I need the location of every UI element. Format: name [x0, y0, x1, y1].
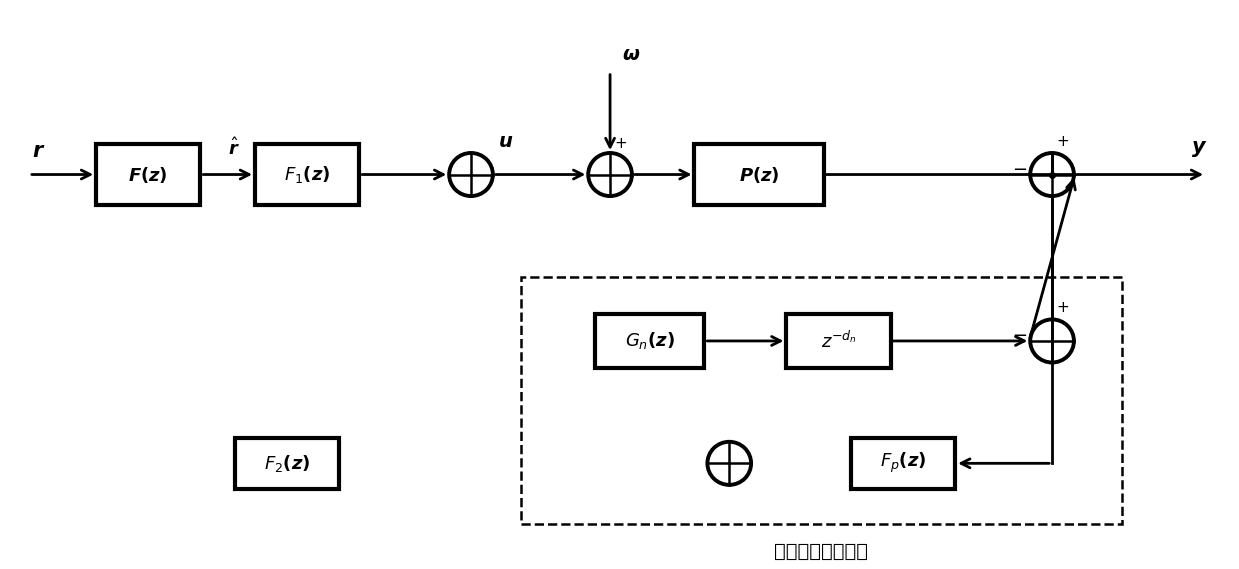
FancyBboxPatch shape	[695, 144, 824, 205]
Text: 滤波史密斯预估器: 滤波史密斯预估器	[774, 542, 869, 560]
Text: $z^{-d_n}$: $z^{-d_n}$	[820, 331, 856, 352]
FancyBboxPatch shape	[787, 314, 891, 368]
Bar	[520, 277, 1121, 524]
Text: $\boldsymbol{F_1(z)}$: $\boldsymbol{F_1(z)}$	[284, 164, 331, 185]
Text: +: +	[1057, 134, 1069, 149]
Text: −: −	[1012, 160, 1027, 179]
Text: +: +	[615, 136, 627, 151]
Text: $\boldsymbol{F(z)}$: $\boldsymbol{F(z)}$	[129, 164, 169, 184]
Text: $\boldsymbol{u}$: $\boldsymbol{u}$	[498, 132, 513, 151]
Text: $\hat{\boldsymbol{r}}$: $\hat{\boldsymbol{r}}$	[228, 137, 239, 159]
FancyBboxPatch shape	[851, 438, 955, 489]
FancyBboxPatch shape	[235, 438, 339, 489]
Text: $\boldsymbol{F_2(z)}$: $\boldsymbol{F_2(z)}$	[264, 453, 311, 474]
Text: $\boldsymbol{G_n(z)}$: $\boldsymbol{G_n(z)}$	[624, 331, 675, 352]
Text: $\boldsymbol{r}$: $\boldsymbol{r}$	[32, 141, 46, 161]
Text: +: +	[1057, 300, 1069, 315]
Text: $\boldsymbol{y}$: $\boldsymbol{y}$	[1191, 139, 1208, 159]
Text: $\boldsymbol{F_p(z)}$: $\boldsymbol{F_p(z)}$	[880, 451, 927, 476]
Text: $\boldsymbol{\omega}$: $\boldsymbol{\omega}$	[622, 45, 641, 64]
Text: $\boldsymbol{P(z)}$: $\boldsymbol{P(z)}$	[738, 164, 779, 184]
Text: −: −	[1012, 327, 1027, 345]
FancyBboxPatch shape	[595, 314, 705, 368]
FancyBboxPatch shape	[97, 144, 201, 205]
FancyBboxPatch shape	[255, 144, 359, 205]
